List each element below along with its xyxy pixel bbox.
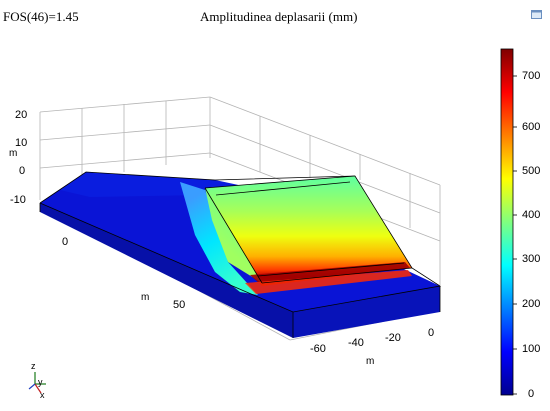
colorbar-tick-700: 700 [522,70,541,82]
triad-y-label: y [38,377,43,387]
colorbar-tick-200: 200 [522,298,541,310]
z-axis-label: m [9,148,18,159]
y-axis-label: m [141,292,150,303]
corner-window-icon[interactable] [531,10,542,19]
model-body [39,171,442,338]
z-tick-20: 20 [15,109,28,121]
x-axis-label: m [366,356,375,367]
colorbar-tick-0: 0 [528,388,535,400]
colorbar-tick-100: 100 [522,343,541,355]
colorbar-tick-400: 400 [522,209,541,221]
y-tick-0: 0 [62,236,69,248]
triad-z-label: z [31,361,36,371]
colorbar-tick-500: 500 [522,165,541,177]
x-tick-neg60: -60 [310,343,326,355]
triad-x-label: x [40,390,45,400]
x-tick-0: 0 [428,327,435,339]
colorbar-tick-300: 300 [522,253,541,265]
x-tick-neg40: -40 [348,337,364,349]
z-tick-10: 10 [15,137,28,149]
colorbar-tick-600: 600 [522,121,541,133]
z-tick-neg10: -10 [10,194,26,206]
plot-title: Amplitudinea deplasarii (mm) [200,9,358,24]
axis-triad [28,372,46,394]
fos-label: FOS(46)=1.45 [3,9,79,24]
z-tick-0: 0 [19,165,26,177]
x-tick-neg20: -20 [385,332,401,344]
y-tick-50: 50 [173,299,186,311]
colorbar [500,48,517,396]
